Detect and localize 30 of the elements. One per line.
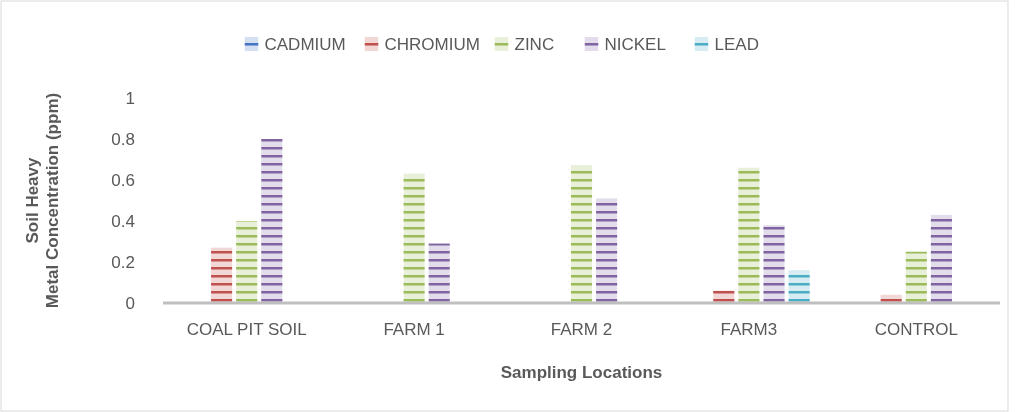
y-tick-label: 1 — [125, 88, 135, 108]
bar — [211, 247, 233, 303]
y-tick-label: 0.6 — [111, 170, 135, 190]
legend-label: ZINC — [514, 34, 555, 54]
legend-label: NICKEL — [604, 34, 666, 54]
bar — [261, 139, 283, 303]
y-tick-label: 0.4 — [111, 211, 135, 231]
x-tick-label: FARM3 — [720, 320, 778, 339]
bar — [596, 198, 618, 303]
bar — [788, 270, 810, 303]
legend-label: CADMIUM — [264, 34, 346, 54]
y-tick-label: 0.2 — [111, 252, 135, 272]
y-axis-title: Soil Heavy Metal Concentration (ppm) — [23, 92, 63, 309]
x-tick-label: FARM 2 — [550, 320, 613, 339]
x-tick-label: FARM 1 — [383, 320, 445, 339]
x-axis-title: Sampling Locations — [500, 363, 663, 382]
y-tick-label: 0.8 — [111, 129, 135, 149]
bar — [930, 214, 952, 303]
bar — [763, 225, 785, 303]
bar — [236, 221, 258, 303]
legend-label: CHROMIUM — [384, 34, 480, 54]
y-tick-label: 0 — [125, 293, 135, 313]
legend-label: LEAD — [714, 34, 759, 54]
bar — [738, 167, 760, 303]
bar — [570, 165, 593, 303]
bar — [428, 243, 450, 303]
x-tick-label: COAL PIT SOIL — [186, 320, 307, 339]
x-tick-label: CONTROL — [874, 320, 958, 339]
bar — [403, 173, 425, 303]
bar — [905, 251, 927, 303]
